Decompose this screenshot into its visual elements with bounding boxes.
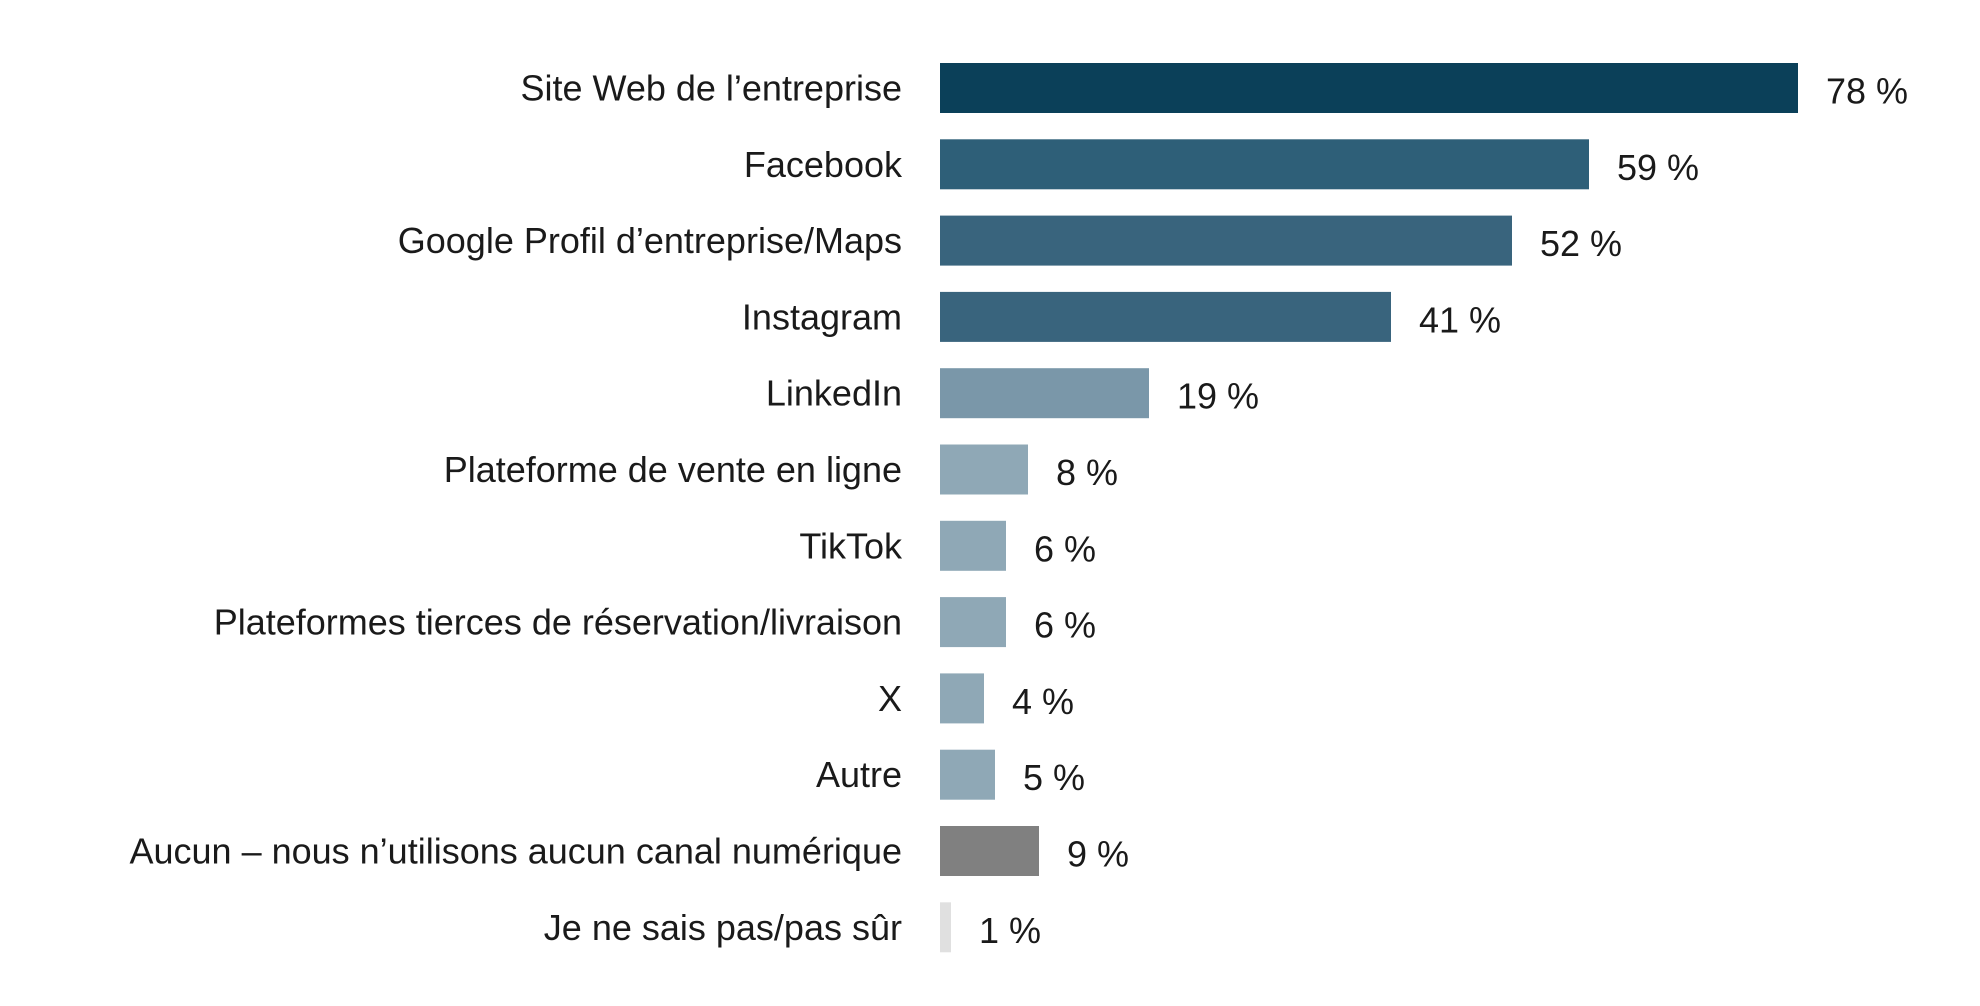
category-label-7: Plateformes tierces de réservation/livra…	[214, 602, 902, 643]
category-label-4: LinkedIn	[766, 373, 902, 414]
value-label-5: 8 %	[1056, 452, 1118, 493]
bar-10	[940, 826, 1039, 876]
value-labels-group: 78 % 59 % 52 % 41 % 19 % 8 % 6 % 6 % 4 % 5 % 9 % 1 …	[979, 71, 1908, 951]
category-label-0: Site Web de l’entreprise	[520, 68, 902, 109]
bar-8	[940, 673, 984, 724]
value-label-3: 41 %	[1419, 299, 1501, 340]
bar-1	[940, 139, 1589, 190]
category-label-6: TikTok	[799, 525, 903, 566]
value-label-8: 4 %	[1012, 681, 1074, 722]
category-label-1: Facebook	[744, 144, 903, 185]
category-label-2: Google Profil d’entreprise/Maps	[398, 220, 902, 261]
category-label-9: Autre	[816, 754, 902, 795]
bar-11	[940, 902, 951, 953]
bar-7	[940, 597, 1006, 648]
category-label-5: Plateforme de vente en ligne	[444, 449, 902, 490]
value-label-7: 6 %	[1034, 605, 1096, 646]
value-label-11: 1 %	[979, 910, 1041, 951]
bar-0	[940, 63, 1798, 113]
value-label-9: 5 %	[1023, 757, 1085, 798]
bar-6	[940, 520, 1006, 571]
value-label-6: 6 %	[1034, 528, 1096, 569]
bar-4	[940, 368, 1149, 419]
value-label-0: 78 %	[1826, 71, 1908, 112]
bar-5	[940, 444, 1028, 495]
category-label-8: X	[878, 678, 902, 719]
category-label-10: Aucun – nous n’utilisons aucun canal num…	[129, 831, 902, 872]
category-label-3: Instagram	[742, 296, 902, 337]
bar-2	[940, 215, 1512, 266]
bar-9	[940, 749, 995, 800]
value-label-1: 59 %	[1617, 147, 1699, 188]
bars-group	[940, 63, 1798, 953]
value-label-2: 52 %	[1540, 223, 1622, 264]
bar-3	[940, 291, 1391, 342]
value-label-4: 19 %	[1177, 376, 1259, 417]
value-label-10: 9 %	[1067, 834, 1129, 875]
category-label-11: Je ne sais pas/pas sûr	[544, 907, 902, 948]
category-labels-group: Site Web de l’entreprise Facebook Google P…	[129, 68, 903, 948]
